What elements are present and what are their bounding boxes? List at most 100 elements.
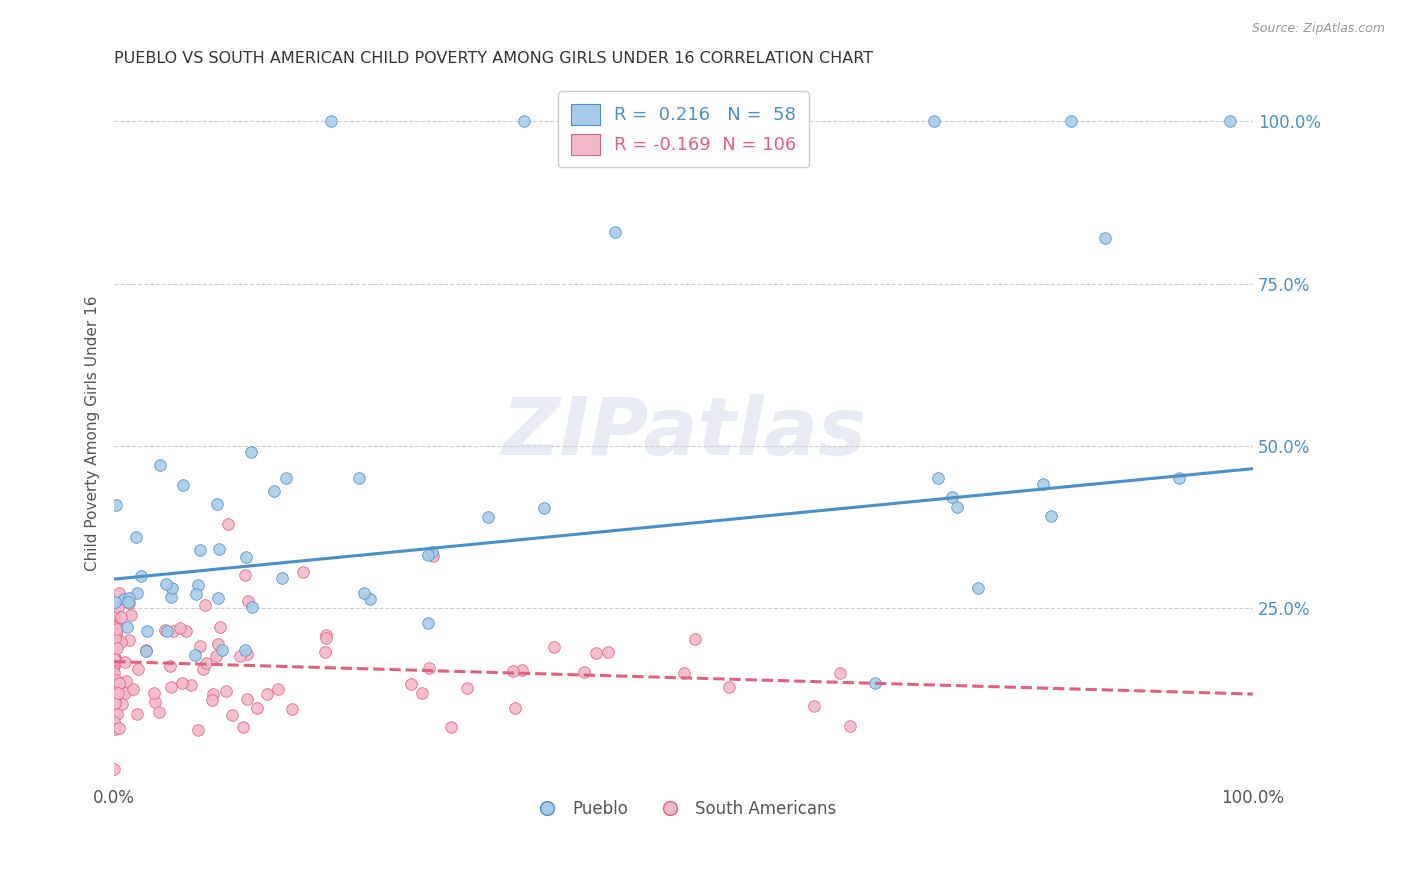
Point xyxy=(235,549,257,564)
Point xyxy=(291,565,314,579)
Point xyxy=(129,569,152,583)
Y-axis label: Child Poverty Among Girls Under 16: Child Poverty Among Girls Under 16 xyxy=(86,295,100,571)
Point xyxy=(124,530,146,544)
Point xyxy=(267,682,290,697)
Text: Source: ZipAtlas.com: Source: ZipAtlas.com xyxy=(1251,22,1385,36)
Point xyxy=(207,637,229,651)
Point xyxy=(143,686,166,700)
Point xyxy=(159,680,181,694)
Point xyxy=(349,471,371,485)
Point xyxy=(135,644,157,658)
Point xyxy=(107,600,129,615)
Point xyxy=(803,698,825,713)
Point xyxy=(229,649,252,664)
Point xyxy=(399,676,422,690)
Point xyxy=(103,650,125,665)
Point xyxy=(186,587,208,601)
Point xyxy=(104,696,127,710)
Point xyxy=(187,578,209,592)
Point xyxy=(236,692,259,706)
Point xyxy=(108,586,131,600)
Point xyxy=(941,490,963,504)
Point xyxy=(180,678,202,692)
Point xyxy=(232,720,254,734)
Point xyxy=(208,541,231,556)
Point xyxy=(205,648,228,663)
Text: PUEBLO VS SOUTH AMERICAN CHILD POVERTY AMONG GIRLS UNDER 16 CORRELATION CHART: PUEBLO VS SOUTH AMERICAN CHILD POVERTY A… xyxy=(114,51,873,66)
Point xyxy=(105,622,128,636)
Point xyxy=(103,640,125,654)
Point xyxy=(191,662,214,676)
Point xyxy=(353,586,375,600)
Point xyxy=(105,637,128,651)
Point xyxy=(183,648,205,662)
Point xyxy=(105,707,128,722)
Point xyxy=(159,591,181,605)
Point xyxy=(114,655,136,669)
Point xyxy=(572,665,595,679)
Point xyxy=(104,653,127,667)
Point xyxy=(281,702,304,716)
Point xyxy=(215,683,238,698)
Point xyxy=(211,643,233,657)
Point xyxy=(103,607,125,621)
Point xyxy=(105,641,128,656)
Point xyxy=(155,624,177,638)
Point xyxy=(256,687,278,701)
Point xyxy=(118,632,141,647)
Point xyxy=(418,661,440,675)
Point xyxy=(110,610,132,624)
Point xyxy=(148,705,170,719)
Point xyxy=(103,672,125,686)
Point xyxy=(155,624,177,639)
Point xyxy=(188,639,211,653)
Point xyxy=(111,697,134,711)
Point xyxy=(114,686,136,700)
Point xyxy=(103,657,125,671)
Point xyxy=(169,621,191,635)
Point xyxy=(411,686,433,700)
Point xyxy=(117,596,139,610)
Point xyxy=(107,686,129,700)
Point xyxy=(315,631,337,645)
Point xyxy=(605,225,627,239)
Point xyxy=(1219,114,1241,128)
Point xyxy=(120,608,142,623)
Point xyxy=(233,567,256,582)
Point xyxy=(194,598,217,612)
Point xyxy=(174,624,197,638)
Point xyxy=(118,591,141,606)
Point xyxy=(103,683,125,698)
Text: ZIPatlas: ZIPatlas xyxy=(501,394,866,472)
Point xyxy=(172,478,194,492)
Point xyxy=(103,715,125,730)
Point xyxy=(221,708,243,723)
Point xyxy=(205,497,228,511)
Point xyxy=(104,631,127,645)
Point xyxy=(105,620,128,634)
Legend: Pueblo, South Americans: Pueblo, South Americans xyxy=(524,793,844,824)
Point xyxy=(149,458,172,473)
Point xyxy=(1040,508,1063,523)
Point xyxy=(477,509,499,524)
Point xyxy=(422,549,444,564)
Point xyxy=(512,663,534,677)
Point xyxy=(209,620,232,634)
Point xyxy=(717,680,740,694)
Point xyxy=(121,682,143,697)
Point xyxy=(276,471,298,485)
Point xyxy=(585,646,607,660)
Point xyxy=(1059,114,1081,128)
Point xyxy=(115,620,138,634)
Point xyxy=(136,624,159,638)
Point xyxy=(359,591,381,606)
Point xyxy=(117,595,139,609)
Point xyxy=(1032,477,1054,491)
Point xyxy=(127,706,149,721)
Point xyxy=(235,642,257,657)
Point xyxy=(162,624,184,639)
Point xyxy=(103,705,125,719)
Point xyxy=(112,592,135,607)
Point xyxy=(416,615,439,630)
Point xyxy=(127,586,149,600)
